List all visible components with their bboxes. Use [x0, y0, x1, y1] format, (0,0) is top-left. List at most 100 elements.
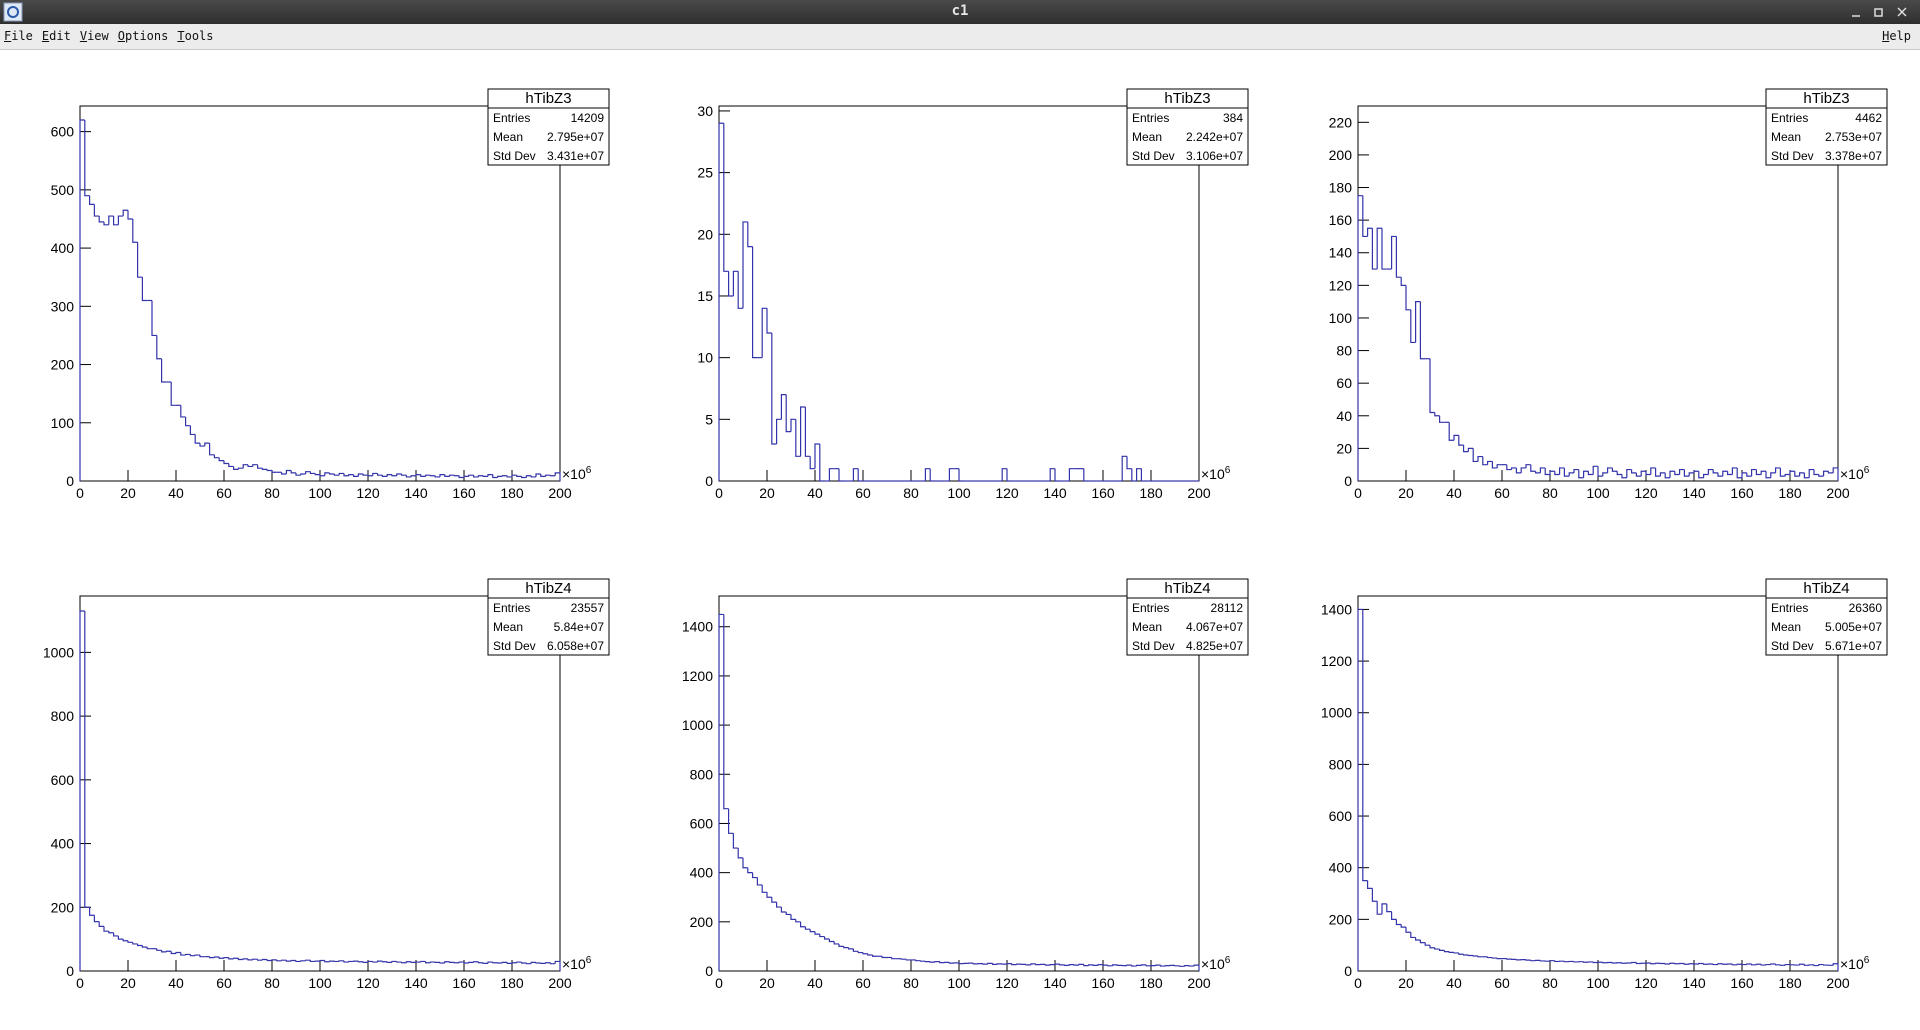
histogram-bin	[180, 405, 186, 418]
histogram-bin	[924, 468, 931, 481]
histogram-bin	[1463, 445, 1469, 453]
histogram-bin	[1491, 957, 1498, 959]
histogram-bin	[429, 475, 436, 477]
histogram-bin	[1434, 947, 1440, 950]
histogram-bin	[1429, 945, 1435, 949]
histogram-bin	[492, 962, 498, 964]
stats-title: hTibZ4	[1803, 580, 1849, 597]
menu-item[interactable]: File	[4, 29, 33, 43]
histogram-bin	[487, 473, 493, 477]
histogram-bin	[1707, 468, 1714, 475]
histogram-bin	[468, 961, 474, 964]
histogram-bin	[1088, 964, 1094, 966]
x-tick-label: 120	[995, 485, 1019, 501]
histogram-bin	[987, 962, 993, 965]
histogram-bin	[525, 475, 532, 478]
histogram-bin	[1679, 468, 1685, 475]
histogram-bin	[1357, 608, 1363, 971]
y-tick-label: 1400	[682, 619, 713, 635]
histogram-bin	[1727, 471, 1733, 476]
histogram-bin	[290, 959, 296, 962]
x-tick-label: 100	[1586, 975, 1610, 991]
menu-item[interactable]: Options	[117, 29, 169, 43]
histogram-bin	[141, 945, 148, 948]
histogram-bin	[1751, 964, 1757, 966]
histogram-bin	[98, 921, 104, 927]
stats-value: 23557	[571, 601, 605, 615]
x-tick-label: 160	[452, 975, 476, 991]
histogram-bin	[266, 959, 272, 962]
histogram-bin	[79, 119, 85, 481]
histogram-bin	[189, 954, 196, 957]
histogram-bin	[213, 454, 220, 459]
x-multiplier-base: ×10	[1201, 956, 1225, 972]
histogram-bin	[429, 961, 436, 963]
histogram-bin	[343, 473, 349, 477]
menu-item[interactable]: Edit	[41, 29, 71, 43]
histogram-bin	[1458, 952, 1464, 955]
stats-label: Entries	[493, 111, 530, 125]
histogram-bin	[1405, 927, 1411, 933]
histogram-bin	[1583, 470, 1589, 478]
histogram-bin	[1453, 434, 1459, 441]
histogram-bin	[1669, 470, 1675, 478]
histogram-bin	[1698, 962, 1704, 965]
x-multiplier-exponent: 6	[1225, 955, 1231, 966]
histogram-bin	[1386, 903, 1392, 913]
histogram-bin	[271, 470, 277, 473]
histogram-bin	[833, 941, 839, 945]
menu-item[interactable]: View	[79, 29, 109, 43]
x-multiplier-exponent: 6	[1225, 465, 1231, 476]
x-tick-label: 200	[548, 975, 572, 991]
x-tick-label: 100	[308, 485, 332, 501]
histogram-bin	[545, 962, 551, 964]
x-tick-label: 180	[500, 975, 524, 991]
histogram-bin	[93, 915, 100, 923]
y-tick-label: 0	[705, 473, 713, 489]
x-multiplier-base: ×10	[1840, 956, 1864, 972]
histogram-bin	[410, 961, 416, 963]
histogram-bin	[554, 960, 561, 971]
histogram-bin	[396, 473, 402, 476]
histogram-bin	[223, 957, 229, 959]
title-bar: c1	[0, 0, 1920, 24]
histogram-bin	[511, 474, 517, 477]
menu-item[interactable]: Tools	[177, 29, 214, 43]
histogram-bin	[319, 959, 325, 962]
histogram-bin	[458, 475, 464, 479]
y-tick-label: 500	[51, 182, 75, 198]
histogram-bin	[1755, 469, 1762, 476]
histogram-bin	[372, 472, 378, 476]
histogram-bin	[362, 474, 368, 476]
x-tick-label: 0	[1354, 485, 1362, 501]
histogram-bin	[761, 884, 767, 893]
x-tick-label: 20	[759, 975, 775, 991]
histogram-bin	[1712, 469, 1718, 474]
histogram-bin	[1184, 964, 1190, 967]
histogram-bin	[233, 957, 239, 959]
histogram-bin	[1717, 963, 1723, 965]
histogram-bin	[1554, 960, 1560, 963]
x-tick-label: 0	[76, 485, 84, 501]
stats-title: hTibZ4	[525, 580, 571, 597]
histogram-bin	[848, 947, 854, 950]
histogram-bin	[425, 961, 431, 964]
histogram-bin	[1530, 464, 1536, 472]
histogram-bin	[1703, 963, 1709, 965]
histogram-bin	[415, 473, 421, 476]
x-tick-label: 120	[1634, 975, 1658, 991]
x-tick-label: 40	[168, 975, 184, 991]
histogram-bin	[1770, 963, 1776, 965]
window-controls[interactable]	[1846, 2, 1916, 22]
stats-value: 2.753e+07	[1825, 130, 1882, 144]
histogram-bin	[814, 931, 820, 935]
x-tick-label: 160	[452, 485, 476, 501]
histogram-bin	[1832, 467, 1839, 481]
menu-item[interactable]: Help	[1882, 29, 1911, 43]
histogram-bin	[1131, 468, 1137, 482]
y-tick-label: 1000	[1321, 705, 1352, 721]
histogram-bin	[290, 470, 296, 474]
histogram-bin	[305, 471, 311, 475]
histogram-bin	[1035, 963, 1041, 966]
y-tick-label: 0	[66, 963, 74, 979]
